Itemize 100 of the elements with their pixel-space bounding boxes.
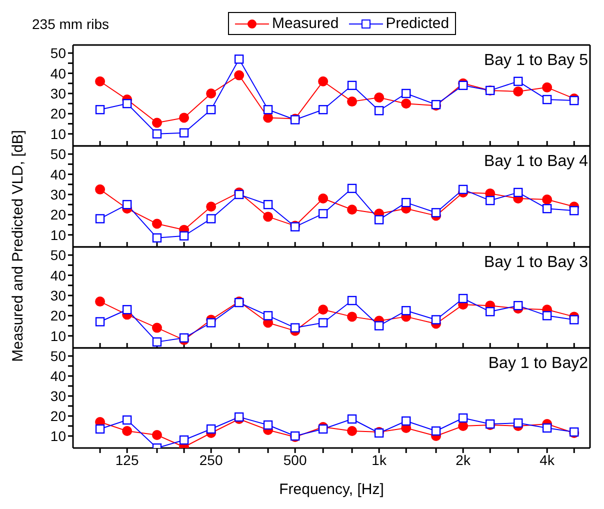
point — [152, 118, 162, 128]
point — [95, 105, 105, 114]
point — [318, 105, 328, 114]
y-tick-label: 10 — [50, 328, 66, 344]
point — [318, 76, 328, 86]
point — [458, 421, 468, 431]
point — [347, 312, 358, 322]
point — [431, 426, 441, 436]
point — [347, 296, 357, 306]
point — [234, 54, 244, 64]
point — [179, 231, 189, 240]
point — [122, 426, 132, 436]
point — [318, 194, 328, 204]
point — [347, 80, 357, 90]
point — [402, 88, 411, 98]
point — [95, 214, 105, 224]
point — [347, 426, 358, 436]
point — [318, 209, 328, 218]
point — [263, 420, 273, 430]
point — [179, 435, 189, 445]
y-tick-label: 40 — [50, 166, 66, 182]
point — [431, 208, 441, 218]
point — [542, 94, 552, 104]
point — [374, 92, 384, 103]
point — [401, 98, 412, 109]
point — [179, 128, 189, 138]
point — [95, 296, 106, 307]
point — [95, 317, 105, 326]
point — [206, 88, 216, 98]
point — [122, 305, 132, 314]
y-tick-label: 40 — [50, 368, 66, 384]
point — [458, 413, 468, 423]
y-tick-label: 50 — [50, 247, 66, 264]
point — [263, 311, 273, 320]
point — [206, 214, 216, 224]
point — [513, 86, 524, 96]
point — [152, 322, 162, 333]
x-tick-label: 250 — [199, 452, 223, 468]
point — [514, 188, 523, 198]
point — [542, 311, 552, 320]
y-tick-label: 30 — [50, 287, 66, 304]
point — [514, 76, 523, 86]
point — [95, 184, 106, 194]
point — [263, 105, 273, 114]
point — [206, 105, 216, 114]
point — [263, 212, 274, 222]
y-tick-label: 30 — [50, 186, 66, 202]
point — [290, 323, 300, 332]
legend-label: Predicted — [386, 15, 450, 32]
y-tick-label: 50 — [50, 146, 66, 162]
point — [542, 204, 552, 214]
x-tick-label: 4k — [540, 452, 556, 468]
point — [206, 318, 216, 328]
y-tick-label: 40 — [50, 267, 66, 284]
point — [402, 198, 411, 208]
y-tick-label: 10 — [50, 126, 66, 142]
point — [374, 321, 384, 330]
x-tick-label: 500 — [283, 452, 307, 468]
y-tick-label: 10 — [50, 226, 66, 243]
point — [347, 96, 358, 107]
y-tick-label: 10 — [50, 428, 66, 444]
point — [458, 294, 468, 304]
point — [95, 76, 106, 86]
point — [570, 206, 579, 216]
point — [347, 204, 358, 215]
x-tick-label: 125 — [115, 452, 139, 468]
point — [486, 307, 495, 316]
point — [542, 423, 552, 433]
point — [402, 416, 411, 426]
y-tick-label: 20 — [50, 106, 66, 122]
y-tick-label: 50 — [50, 348, 66, 364]
y-tick-label: 40 — [50, 65, 66, 82]
point — [347, 414, 357, 424]
point — [152, 430, 162, 440]
point — [486, 196, 495, 206]
y-tick-label: 30 — [50, 388, 66, 404]
y-tick-label: 20 — [50, 308, 66, 324]
x-axis-title: Frequency, [Hz] — [278, 481, 385, 498]
point — [152, 218, 162, 229]
chart-title: Bay 1 to Bay 5 — [484, 52, 588, 70]
point — [263, 200, 273, 210]
x-tick-label: 1k — [372, 452, 388, 468]
y-axis-title: Measured and Predicted VLD, [dB] — [10, 130, 26, 362]
chart-title: Bay 1 to Bay 4 — [484, 153, 588, 171]
y-tick-label: 20 — [50, 408, 66, 424]
x-tick-label: 2k — [456, 452, 472, 468]
point — [206, 202, 216, 212]
point — [542, 82, 552, 92]
point — [374, 106, 384, 116]
point — [458, 80, 468, 90]
point — [152, 233, 162, 243]
point — [263, 112, 274, 123]
point — [458, 184, 468, 194]
chart-title: Bay 1 to Bay2 — [488, 355, 588, 373]
point — [122, 98, 132, 108]
point — [374, 215, 384, 224]
point — [95, 424, 105, 434]
point — [318, 318, 328, 328]
point — [402, 306, 411, 316]
y-tick-label: 30 — [50, 85, 66, 102]
